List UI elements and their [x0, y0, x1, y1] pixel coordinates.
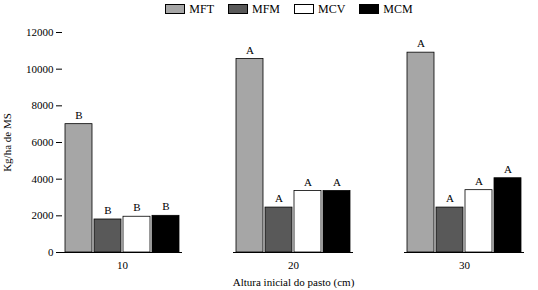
- svg-text:A: A: [504, 163, 512, 175]
- svg-text:10: 10: [117, 259, 129, 271]
- svg-text:B: B: [133, 201, 140, 213]
- svg-text:A: A: [475, 175, 483, 187]
- svg-text:B: B: [162, 200, 169, 212]
- svg-text:Kg/ha de MS: Kg/ha de MS: [1, 113, 13, 172]
- html-text:MFM: MFM: [252, 1, 280, 16]
- svg-text:Altura inicial do pasto (cm): Altura inicial do pasto (cm): [233, 276, 355, 289]
- svg-text:A: A: [304, 176, 312, 188]
- svg-text:4000: 4000: [32, 173, 55, 185]
- svg-text:B: B: [75, 109, 82, 121]
- svg-text:A: A: [275, 192, 283, 204]
- svg-text:6000: 6000: [32, 136, 55, 148]
- svg-text:A: A: [333, 176, 341, 188]
- html-text:MCM: MCM: [383, 1, 413, 16]
- html-text:MCV: MCV: [318, 1, 346, 16]
- svg-text:20: 20: [288, 259, 300, 271]
- svg-text:12000: 12000: [26, 26, 54, 38]
- svg-text:8000: 8000: [32, 99, 55, 111]
- svg-text:30: 30: [459, 259, 471, 271]
- svg-text:10000: 10000: [26, 63, 54, 75]
- html-text:MFT: MFT: [189, 1, 214, 16]
- svg-text:A: A: [246, 44, 254, 56]
- svg-text:B: B: [104, 204, 111, 216]
- svg-text:0: 0: [48, 246, 54, 258]
- svg-text:2000: 2000: [32, 209, 55, 221]
- svg-text:A: A: [446, 192, 454, 204]
- svg-text:A: A: [417, 37, 425, 49]
